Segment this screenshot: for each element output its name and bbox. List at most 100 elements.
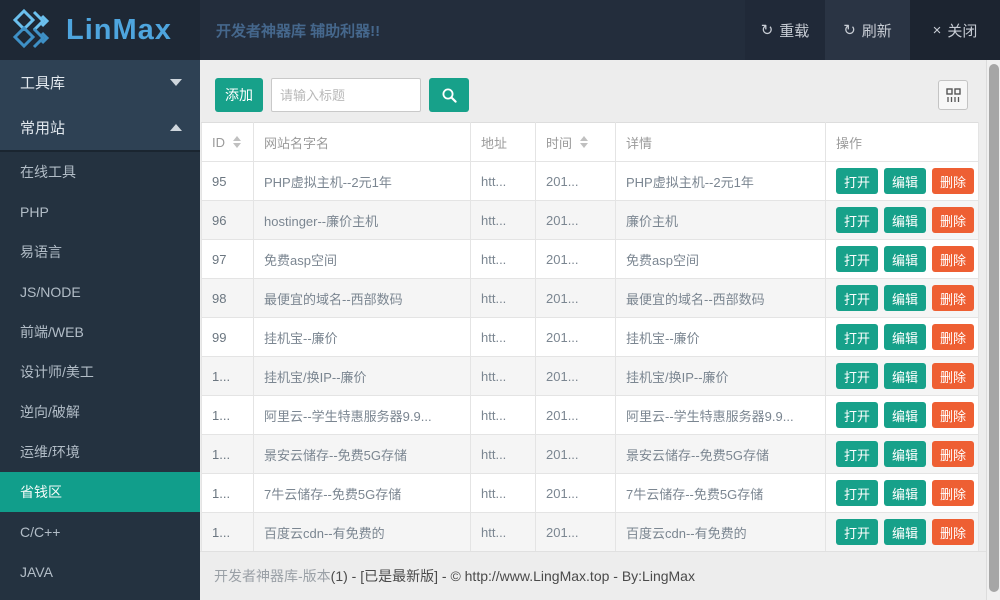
- chevron-down-icon: [170, 79, 182, 86]
- scrollbar-thumb[interactable]: [989, 64, 999, 592]
- delete-button[interactable]: 删除: [932, 207, 975, 233]
- edit-button[interactable]: 编辑: [884, 168, 927, 194]
- cell-name: hostinger--廉价主机: [253, 200, 471, 240]
- column-header: 详情: [615, 122, 826, 162]
- cell-addr: htt...: [470, 395, 536, 435]
- add-button[interactable]: 添加: [215, 78, 263, 112]
- cell-time: 201...: [535, 161, 616, 201]
- sidebar-group-label: 常用站: [20, 120, 66, 137]
- sidebar-group-label: 工具库: [20, 75, 66, 92]
- open-button[interactable]: 打开: [836, 285, 879, 311]
- column-header[interactable]: 时间: [535, 122, 616, 162]
- sidebar-item-yiyuyan[interactable]: 易语言: [20, 244, 62, 260]
- edit-button[interactable]: 编辑: [884, 363, 927, 389]
- edit-button[interactable]: 编辑: [884, 285, 927, 311]
- sidebar-item-money-saving[interactable]: 省钱区: [0, 472, 200, 512]
- sidebar-item-online-tools[interactable]: 在线工具: [20, 164, 76, 180]
- footer-version-info: (1) - [已是最新版] - © http://www.LingMax.top…: [330, 568, 695, 584]
- cell-name: 阿里云--学生特惠服务器9.9...: [253, 395, 471, 435]
- reload-button[interactable]: ↻ 重载: [745, 0, 825, 60]
- edit-button[interactable]: 编辑: [884, 402, 927, 428]
- cell-time: 201...: [535, 434, 616, 474]
- open-button[interactable]: 打开: [836, 441, 879, 467]
- delete-button[interactable]: 删除: [932, 324, 975, 350]
- cell-id: 98: [201, 278, 254, 318]
- open-button[interactable]: 打开: [836, 324, 879, 350]
- open-button[interactable]: 打开: [836, 519, 879, 545]
- open-button[interactable]: 打开: [836, 480, 879, 506]
- cell-id: 1...: [201, 473, 254, 513]
- app-title: 开发者神器库 辅助利器!!: [216, 22, 381, 40]
- cell-detail: PHP虚拟主机--2元1年: [615, 161, 826, 201]
- app-header: LinMax 开发者神器库 辅助利器!! ↻ 重载 ↻ 刷新 × 关闭: [0, 0, 1000, 60]
- open-button[interactable]: 打开: [836, 363, 879, 389]
- delete-button[interactable]: 删除: [932, 168, 975, 194]
- delete-button[interactable]: 删除: [932, 363, 975, 389]
- cell-time: 201...: [535, 473, 616, 513]
- delete-button[interactable]: 删除: [932, 519, 975, 545]
- reload-label: 重载: [779, 22, 810, 40]
- close-label: 关闭: [947, 22, 978, 40]
- refresh-button[interactable]: ↻ 刷新: [825, 0, 910, 60]
- sidebar-item-frontend-web[interactable]: 前端/WEB: [20, 324, 84, 340]
- cell-name: 7牛云储存--免费5G存储: [253, 473, 471, 513]
- sidebar-group-common-sites[interactable]: 常用站: [0, 105, 200, 150]
- sidebar-item-c-cpp[interactable]: C/C++: [20, 524, 61, 540]
- cell-name: 百度云cdn--有免费的: [253, 512, 471, 552]
- delete-button[interactable]: 删除: [932, 441, 975, 467]
- open-button[interactable]: 打开: [836, 246, 879, 272]
- cell-name: 景安云储存--免费5G存储: [253, 434, 471, 474]
- cell-id: 96: [201, 200, 254, 240]
- sidebar-item-js-node[interactable]: JS/NODE: [20, 284, 81, 300]
- open-button[interactable]: 打开: [836, 402, 879, 428]
- table-row: 98 最便宜的域名--西部数码 htt... 201... 最便宜的域名--西部数码 打开…: [201, 278, 979, 318]
- cell-detail: 百度云cdn--有免费的: [615, 512, 826, 552]
- edit-button[interactable]: 编辑: [884, 324, 927, 350]
- cell-detail: 最便宜的域名--西部数码: [615, 278, 826, 318]
- table-row: 1... 阿里云--学生特惠服务器9.9... htt... 201... 阿里云--学…: [201, 395, 979, 435]
- cell-id: 1...: [201, 395, 254, 435]
- columns-toggle-button[interactable]: [938, 80, 968, 110]
- delete-button[interactable]: 删除: [932, 480, 975, 506]
- cell-detail: 挂机宝--廉价: [615, 317, 826, 357]
- column-header: 操作: [825, 122, 979, 162]
- sidebar-item-reverse[interactable]: 逆向/破解: [20, 404, 80, 420]
- delete-button[interactable]: 删除: [932, 285, 975, 311]
- row-actions: 打开 编辑 删除: [825, 356, 979, 396]
- search-button[interactable]: [429, 78, 469, 112]
- sidebar: 工具库 常用站 在线工具 PHP 易语言 JS/NODE 前端/WEB 设计师/美工 逆向/…: [0, 60, 200, 600]
- sidebar-divider: [0, 150, 200, 152]
- edit-button[interactable]: 编辑: [884, 246, 927, 272]
- vertical-scrollbar[interactable]: [986, 60, 1000, 600]
- search-input[interactable]: [271, 78, 421, 112]
- row-actions: 打开 编辑 删除: [825, 317, 979, 357]
- cell-addr: htt...: [470, 512, 536, 552]
- sidebar-item-ops-env[interactable]: 运维/环境: [20, 444, 80, 460]
- column-header: 地址: [470, 122, 536, 162]
- edit-button[interactable]: 编辑: [884, 207, 927, 233]
- sidebar-item-java[interactable]: JAVA: [20, 564, 53, 580]
- chevron-up-icon: [170, 124, 182, 131]
- cell-id: 1...: [201, 512, 254, 552]
- cell-detail: 廉价主机: [615, 200, 826, 240]
- sidebar-item-designer[interactable]: 设计师/美工: [20, 364, 94, 380]
- open-button[interactable]: 打开: [836, 168, 879, 194]
- column-header[interactable]: ID: [201, 122, 254, 162]
- open-button[interactable]: 打开: [836, 207, 879, 233]
- cell-addr: htt...: [470, 317, 536, 357]
- cell-name: 最便宜的域名--西部数码: [253, 278, 471, 318]
- sidebar-group-toolbox[interactable]: 工具库: [0, 60, 200, 105]
- delete-button[interactable]: 删除: [932, 246, 975, 272]
- edit-button[interactable]: 编辑: [884, 441, 927, 467]
- close-button[interactable]: × 关闭: [910, 0, 1000, 60]
- edit-button[interactable]: 编辑: [884, 519, 927, 545]
- cell-time: 201...: [535, 512, 616, 552]
- cell-addr: htt...: [470, 278, 536, 318]
- edit-button[interactable]: 编辑: [884, 480, 927, 506]
- cell-time: 201...: [535, 239, 616, 279]
- sidebar-submenu: 在线工具 PHP 易语言 JS/NODE 前端/WEB 设计师/美工 逆向/破解运维/环境省…: [0, 152, 200, 592]
- delete-button[interactable]: 删除: [932, 402, 975, 428]
- cell-addr: htt...: [470, 434, 536, 474]
- cell-id: 1...: [201, 434, 254, 474]
- sidebar-item-php[interactable]: PHP: [20, 204, 49, 220]
